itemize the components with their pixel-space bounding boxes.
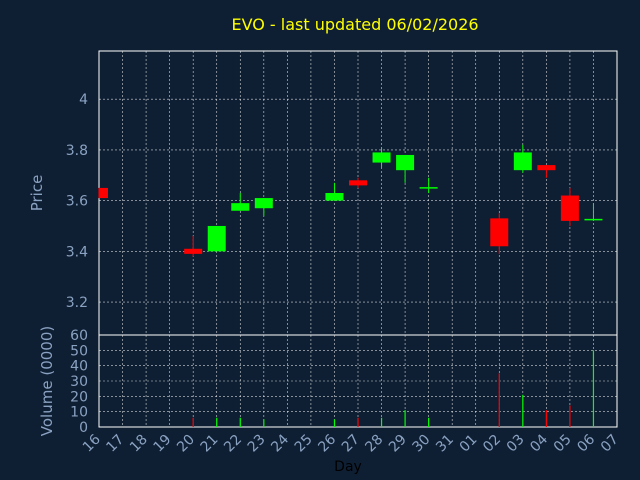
x-tick-label: 01 [457, 432, 481, 456]
x-tick-label: 18 [127, 432, 151, 456]
x-tick-label: 02 [480, 432, 504, 456]
x-tick-label: 05 [551, 432, 575, 456]
candle-body [560, 195, 579, 221]
price-y-ticks: 3.2 3.4 3.6 3.8 4 [66, 92, 88, 311]
x-tick-label: 23 [245, 432, 269, 456]
price-tick-label: 3.6 [66, 194, 88, 210]
candle-body [99, 187, 108, 199]
x-axis-ticks: 16 17 18 19 20 21 22 23 24 25 26 27 28 29 30 31 01 02 03 04… [80, 431, 622, 455]
x-tick-label: 07 [598, 432, 622, 456]
candle-26 [325, 182, 344, 201]
candle-body [349, 180, 367, 186]
volume-tick-label: 10 [70, 405, 88, 421]
volume-axis-label: Volume (0000) [38, 326, 56, 436]
x-tick-label: 24 [268, 431, 292, 455]
volume-tick-label: 50 [70, 343, 88, 359]
candle-body [372, 152, 391, 163]
candle-body [537, 165, 556, 171]
candle-02 [490, 213, 509, 254]
x-tick-label: 31 [433, 432, 457, 456]
x-tick-label: 28 [362, 432, 386, 456]
price-panel: 3.2 3.4 3.6 3.8 4 Price [28, 50, 618, 336]
price-tick-label: 4 [79, 92, 88, 108]
candle-body [396, 154, 415, 171]
chart-title: EVO - last updated 06/02/2026 [231, 15, 478, 34]
candle-body [513, 152, 532, 171]
candle-20 [184, 236, 203, 257]
price-tick-label: 3.4 [66, 244, 88, 260]
price-tick-label: 3.8 [66, 143, 88, 159]
candle-16 [98, 187, 108, 199]
x-tick-label: 19 [151, 432, 175, 456]
x-tick-label: 25 [292, 432, 316, 456]
x-tick-label: 26 [315, 431, 339, 455]
candle-body [254, 198, 273, 209]
candle-05 [560, 187, 579, 226]
volume-bars [192, 350, 595, 427]
x-tick-label: 30 [410, 432, 434, 456]
x-tick-label: 03 [504, 432, 528, 456]
volume-gridlines [99, 335, 617, 427]
candle-21 [207, 225, 226, 252]
price-tick-label: 3.2 [66, 295, 88, 311]
candle-body [184, 248, 203, 254]
x-tick-label: 21 [198, 432, 222, 456]
x-tick-label: 20 [174, 432, 198, 456]
x-tick-label: 22 [221, 432, 245, 456]
candle-04 [537, 165, 556, 178]
candle-22 [231, 193, 250, 211]
volume-tick-label: 30 [70, 374, 88, 390]
candle-28 [372, 147, 391, 168]
candle-23 [254, 198, 273, 216]
volume-tick-label: 20 [70, 389, 88, 405]
candle-03 [513, 144, 532, 173]
volume-tick-label: 60 [70, 328, 88, 344]
candle-body [490, 218, 509, 247]
candles [98, 144, 603, 257]
x-tick-label: 29 [386, 432, 410, 456]
x-tick-label: 27 [339, 432, 363, 456]
candle-body [231, 203, 250, 211]
candle-body [207, 225, 226, 252]
candle-06 [584, 203, 603, 221]
candle-body [325, 193, 344, 201]
candle-29 [396, 154, 415, 183]
candle-30 [419, 177, 438, 193]
price-gridlines [99, 51, 617, 335]
volume-tick-label: 40 [70, 359, 88, 375]
x-tick-label: 06 [574, 431, 598, 455]
volume-tick-label: 0 [79, 420, 88, 436]
candle-27 [349, 177, 367, 188]
x-tick-label: 17 [103, 432, 127, 456]
x-tick-label: 04 [527, 431, 551, 455]
price-axis-label: Price [28, 175, 46, 212]
x-axis-label: Day [334, 459, 362, 475]
